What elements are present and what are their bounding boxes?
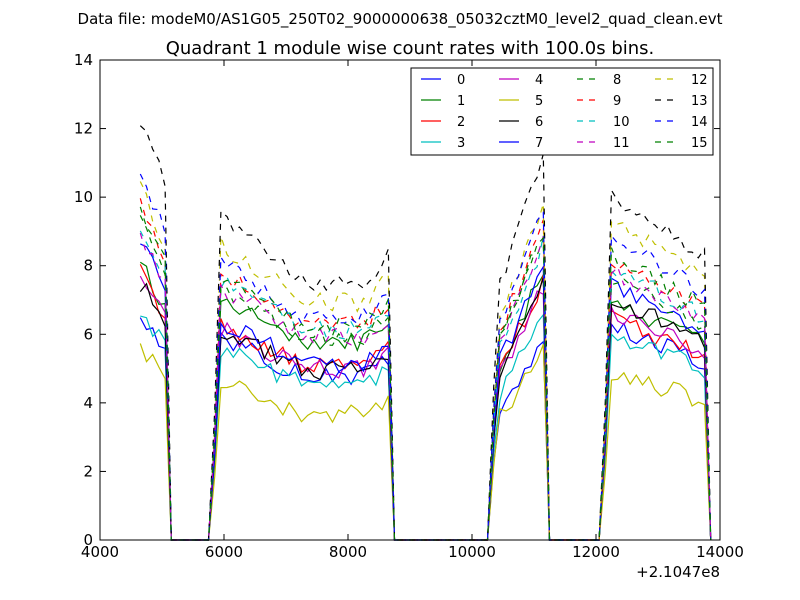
x-tick-label: 8000 [329,543,367,561]
series-line-13 [139,125,712,541]
legend-label: 8 [613,73,621,88]
legend-label: 10 [613,115,630,130]
series-line-7 [140,243,712,541]
legend-label: 11 [613,136,630,151]
plot-frame [99,59,721,541]
y-tick-label: 12 [74,120,93,138]
series-line-15 [139,206,712,541]
legend-label: 15 [691,136,708,151]
chart-title: Quadrant 1 module wise count rates with … [166,38,655,59]
legend-label: 3 [457,136,465,151]
legend-label: 7 [535,136,543,151]
series-line-5 [139,343,712,541]
y-tick-label: 6 [83,325,93,343]
legend-label: 4 [535,73,543,88]
legend-label: 1 [457,94,465,109]
x-tick-label: 14000 [696,543,744,561]
x-offset-label: +2.1047e8 [636,563,720,581]
legend-label: 14 [691,115,708,130]
series-layer [139,125,712,541]
legend-label: 9 [613,94,621,109]
legend-label: 13 [691,94,708,109]
y-tick-label: 8 [83,257,93,275]
x-tick-label: 4000 [81,543,119,561]
y-tick-label: 10 [74,188,93,206]
series-line-9 [139,198,712,541]
series-line-12 [139,181,712,541]
series-line-4 [139,275,712,541]
series-line-3 [140,313,712,541]
series-line-14 [139,173,712,541]
legend-frame [410,67,714,156]
x-tick-label: 12000 [572,543,620,561]
legend-label: 2 [457,115,465,130]
legend-label: 6 [535,115,543,130]
y-tick-label: 0 [83,531,93,549]
y-tick-label: 14 [74,51,93,69]
series-line-10 [139,230,712,541]
legend-label: 0 [457,73,465,88]
x-tick-label: 6000 [205,543,243,561]
chart-suptitle: Data file: modeM0/AS1G05_250T02_90000006… [78,10,723,29]
series-line-11 [139,232,712,541]
x-tick-label: 10000 [448,543,496,561]
legend-label: 12 [691,73,708,88]
legend-label: 5 [535,94,543,109]
series-line-6 [139,277,712,541]
series-line-1 [139,261,712,541]
series-line-2 [139,264,712,541]
y-tick-label: 4 [83,394,93,412]
y-tick-label: 2 [83,462,93,480]
